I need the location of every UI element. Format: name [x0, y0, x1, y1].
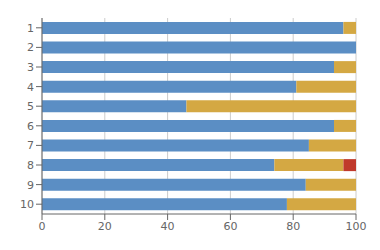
svg-text:3: 3 — [27, 61, 34, 74]
svg-text:40: 40 — [161, 220, 175, 233]
svg-text:60: 60 — [223, 220, 237, 233]
svg-text:4: 4 — [27, 81, 34, 94]
svg-text:8: 8 — [27, 159, 34, 172]
svg-text:5: 5 — [27, 100, 34, 113]
svg-text:10: 10 — [20, 198, 34, 211]
svg-text:2: 2 — [27, 41, 34, 54]
svg-text:6: 6 — [27, 120, 34, 133]
svg-text:0: 0 — [39, 220, 46, 233]
svg-text:7: 7 — [27, 139, 34, 152]
svg-text:100: 100 — [346, 220, 367, 233]
svg-text:1: 1 — [27, 22, 34, 35]
svg-text:9: 9 — [27, 179, 34, 192]
svg-text:80: 80 — [286, 220, 300, 233]
svg-text:20: 20 — [98, 220, 112, 233]
